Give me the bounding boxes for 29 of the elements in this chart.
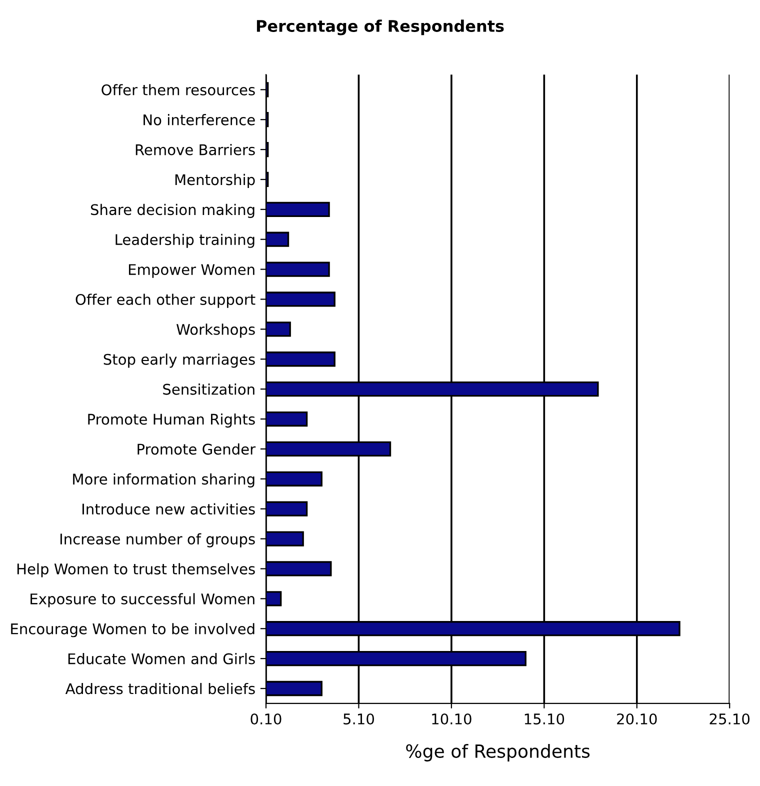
y-tick-label: Exposure to successful Women (30, 593, 254, 608)
y-tick-label: Offer them resources (102, 84, 255, 96)
x-axis-title: %ge of Respondents (406, 744, 590, 762)
y-tick-label: Stop early marriages (104, 354, 255, 368)
y-tick-label: Sensitization (163, 384, 254, 395)
x-tick-label: 0.10 (250, 713, 282, 724)
y-tick-label: Workshops (176, 324, 255, 338)
y-tick-label: Introduce new activities (82, 503, 255, 515)
y-tick-label: Educate Women and Girls (68, 653, 255, 664)
y-tick-label: Share decision making (90, 204, 254, 218)
x-tick-label: 10.10 (432, 713, 472, 724)
y-tick-label: Encourage Women to be involved (11, 623, 254, 638)
y-tick-label: Help Women to trust themselves (17, 563, 255, 578)
x-tick-label: 25.10 (710, 713, 750, 724)
y-tick-label: Empower Women (128, 264, 254, 278)
chart-title: Percentage of Respondents (256, 20, 504, 36)
y-tick-label: Promote Human Rights (88, 413, 255, 428)
x-tick-label: 15.10 (524, 713, 564, 724)
y-tick-label: Mentorship (175, 174, 255, 188)
y-tick-label: Offer each other support (76, 294, 256, 308)
y-tick-label: Remove Barriers (136, 144, 255, 156)
x-tick-label: 5.10 (344, 713, 374, 724)
y-tick-label: No interference (144, 114, 255, 126)
y-tick-label: Leadership training (116, 234, 254, 248)
x-tick-label: 20.10 (617, 713, 657, 724)
y-tick-label: Promote Gender (138, 443, 256, 455)
y-tick-label: Increase number of groups (60, 533, 255, 548)
y-tick-label: Address traditional beliefs (65, 682, 255, 694)
y-tick-label: More information sharing (73, 473, 254, 488)
